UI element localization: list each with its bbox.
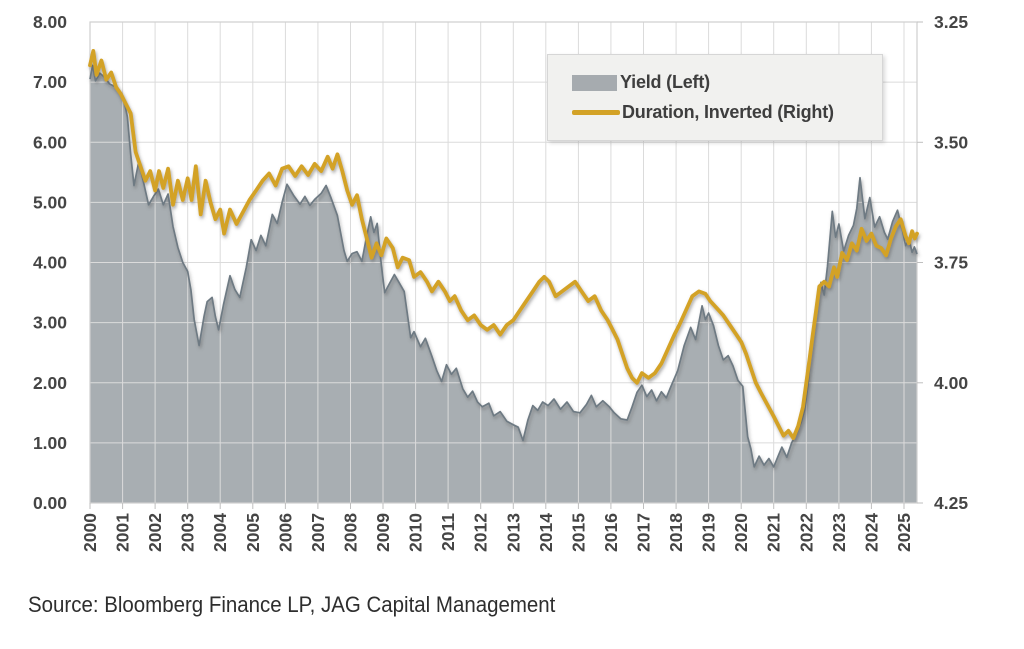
x-axis-tick-label: 2010 xyxy=(406,513,426,552)
x-axis-tick-label: 2011 xyxy=(438,513,458,551)
x-axis-tick-label: 2007 xyxy=(308,513,328,552)
duration-line xyxy=(88,49,919,440)
x-axis-tick-label: 2018 xyxy=(666,513,686,552)
x-axis-tick-label: 2023 xyxy=(829,513,849,552)
x-axis-tick-label: 2006 xyxy=(275,513,295,552)
left-axis-tick-label: 2.00 xyxy=(33,373,67,393)
x-axis-tick-label: 2009 xyxy=(373,513,393,552)
legend-item-yield: Yield (Left) xyxy=(572,72,882,93)
x-axis-tick-label: 2004 xyxy=(210,513,230,552)
x-axis-tick-label: 2022 xyxy=(796,513,816,552)
right-axis-labels: 3.25 3.50 3.75 4.00 4.25 xyxy=(934,12,968,513)
left-axis-tick-label: 1.00 xyxy=(33,433,67,453)
x-axis-tick-label: 2014 xyxy=(536,513,556,552)
legend: Yield (Left) Duration, Inverted (Right) xyxy=(547,54,883,141)
left-axis-tick-label: 3.00 xyxy=(33,313,67,333)
source-note: Source: Bloomberg Finance LP, JAG Capita… xyxy=(28,592,556,617)
yield-legend-label: Yield (Left) xyxy=(620,72,710,92)
left-axis-tick-label: 4.00 xyxy=(33,253,67,273)
right-axis-tick-label: 3.75 xyxy=(934,253,968,273)
left-axis-tick-label: 6.00 xyxy=(33,132,67,152)
right-axis-tick-label: 3.25 xyxy=(934,12,968,32)
x-axis-tick-label: 2016 xyxy=(601,513,621,552)
left-axis-tick-label: 5.00 xyxy=(33,192,67,212)
left-axis-tick-label: 7.00 xyxy=(33,72,67,92)
x-axis-tick-label: 2025 xyxy=(894,513,914,552)
right-axis-tick-label: 4.00 xyxy=(934,373,968,393)
x-axis-tick-label: 2008 xyxy=(341,513,361,552)
x-axis-tick-label: 2012 xyxy=(471,513,491,552)
right-axis-tick-label: 4.25 xyxy=(934,493,968,513)
x-axis-tick-label: 2017 xyxy=(634,513,654,552)
yield-area-edge xyxy=(89,64,918,468)
x-axis-tick-label: 2019 xyxy=(699,513,719,552)
x-axis-tick-label: 2005 xyxy=(243,513,263,552)
x-axis-tick-label: 2013 xyxy=(503,513,523,552)
x-axis-tick-label: 2020 xyxy=(731,513,751,552)
duration-line-swatch-icon xyxy=(572,110,620,115)
x-axis-tick-label: 2003 xyxy=(178,513,198,552)
x-axis-labels: 2000 2001 2002 2003 2004 2005 2006 2007 2008 2009… xyxy=(80,513,914,552)
left-axis-labels: 8.00 7.00 6.00 5.00 4.00 3.00 2.00 1.00 0.00 xyxy=(33,12,67,513)
legend-item-duration: Duration, Inverted (Right) xyxy=(572,102,882,123)
x-axis-tick-label: 2021 xyxy=(764,513,784,552)
x-axis-tick-label: 2001 xyxy=(113,513,133,552)
axis-ticks xyxy=(89,21,923,509)
left-axis-tick-label: 0.00 xyxy=(33,493,67,513)
x-axis-tick-label: 2000 xyxy=(80,513,100,552)
x-axis-tick-label: 2015 xyxy=(568,513,588,552)
yield-area-swatch-icon xyxy=(572,74,617,91)
x-axis-tick-label: 2024 xyxy=(861,513,881,552)
x-axis-tick-label: 2002 xyxy=(145,513,165,552)
duration-legend-label: Duration, Inverted (Right) xyxy=(622,102,834,122)
right-axis-tick-label: 3.50 xyxy=(934,132,968,152)
left-axis-tick-label: 8.00 xyxy=(33,12,67,32)
yield-area-fill xyxy=(90,65,917,504)
